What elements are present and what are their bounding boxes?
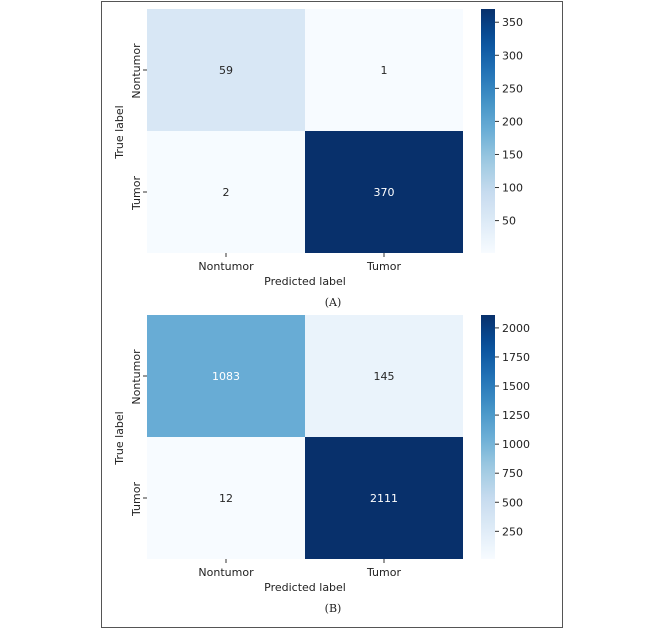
heatmap-cell (147, 131, 305, 253)
y-axis-label-b: True label (113, 411, 126, 465)
heatmap-cell (147, 437, 305, 559)
colorbar-a: 50 100 150 200 250 300 350 (481, 9, 523, 253)
colorbar-tick-label: 750 (502, 467, 523, 480)
colorbar-tick-label: 1500 (502, 380, 530, 393)
x-tick-label: Tumor (366, 566, 401, 579)
colorbar-tick-label: 300 (502, 49, 523, 62)
heatmap-cell (147, 9, 305, 131)
colorbar-tick-label: 350 (502, 16, 523, 29)
y-tick-label: Tumor (130, 176, 143, 211)
x-tick-label: Nontumor (198, 260, 254, 273)
colorbar-tick-label: 1750 (502, 351, 530, 364)
colorbar-b: 250 500 750 1000 1250 1500 1750 2000 (481, 315, 530, 559)
heatmap-cell (305, 437, 463, 559)
x-axis-label-a: Predicted label (264, 275, 346, 288)
caption-a: (A) (325, 296, 342, 309)
cell-value-label: 2 (223, 186, 230, 199)
cell-value-label: 59 (219, 64, 233, 77)
caption-b: (B) (325, 602, 342, 615)
heatmap-cell (305, 131, 463, 253)
colorbar-gradient (481, 315, 495, 559)
y-axis-label-a: True label (113, 105, 126, 159)
y-tick-label: Tumor (130, 482, 143, 517)
cell-value-label: 2111 (370, 492, 398, 505)
colorbar-tick-label: 150 (502, 148, 523, 161)
cell-value-label: 1083 (212, 370, 240, 383)
heatmap-cell (305, 9, 463, 131)
x-tick-label: Tumor (366, 260, 401, 273)
colorbar-tick-label: 250 (502, 82, 523, 95)
confusion-matrix-a: 59 1 2 370 50 100 150 200 250 300 350 Predicted l… (113, 9, 523, 309)
y-tick-label: Nontumor (130, 349, 143, 405)
heatmap-cell (305, 315, 463, 437)
cell-value-label: 1 (381, 64, 388, 77)
colorbar-tick-label: 100 (502, 182, 523, 195)
colorbar-tick-label: 200 (502, 115, 523, 128)
colorbar-tick-label: 500 (502, 496, 523, 509)
colorbar-tick-label: 1250 (502, 409, 530, 422)
colorbar-gradient (481, 9, 495, 253)
x-tick-label: Nontumor (198, 566, 254, 579)
heatmap-cell (147, 315, 305, 437)
colorbar-tick-label: 2000 (502, 322, 530, 335)
colorbar-tick-label: 250 (502, 525, 523, 538)
cell-value-label: 145 (374, 370, 395, 383)
y-tick-label: Nontumor (130, 43, 143, 99)
colorbar-tick-label: 1000 (502, 438, 530, 451)
x-axis-label-b: Predicted label (264, 581, 346, 594)
cell-value-label: 370 (374, 186, 395, 199)
colorbar-tick-label: 50 (502, 215, 516, 228)
cell-value-label: 12 (219, 492, 233, 505)
